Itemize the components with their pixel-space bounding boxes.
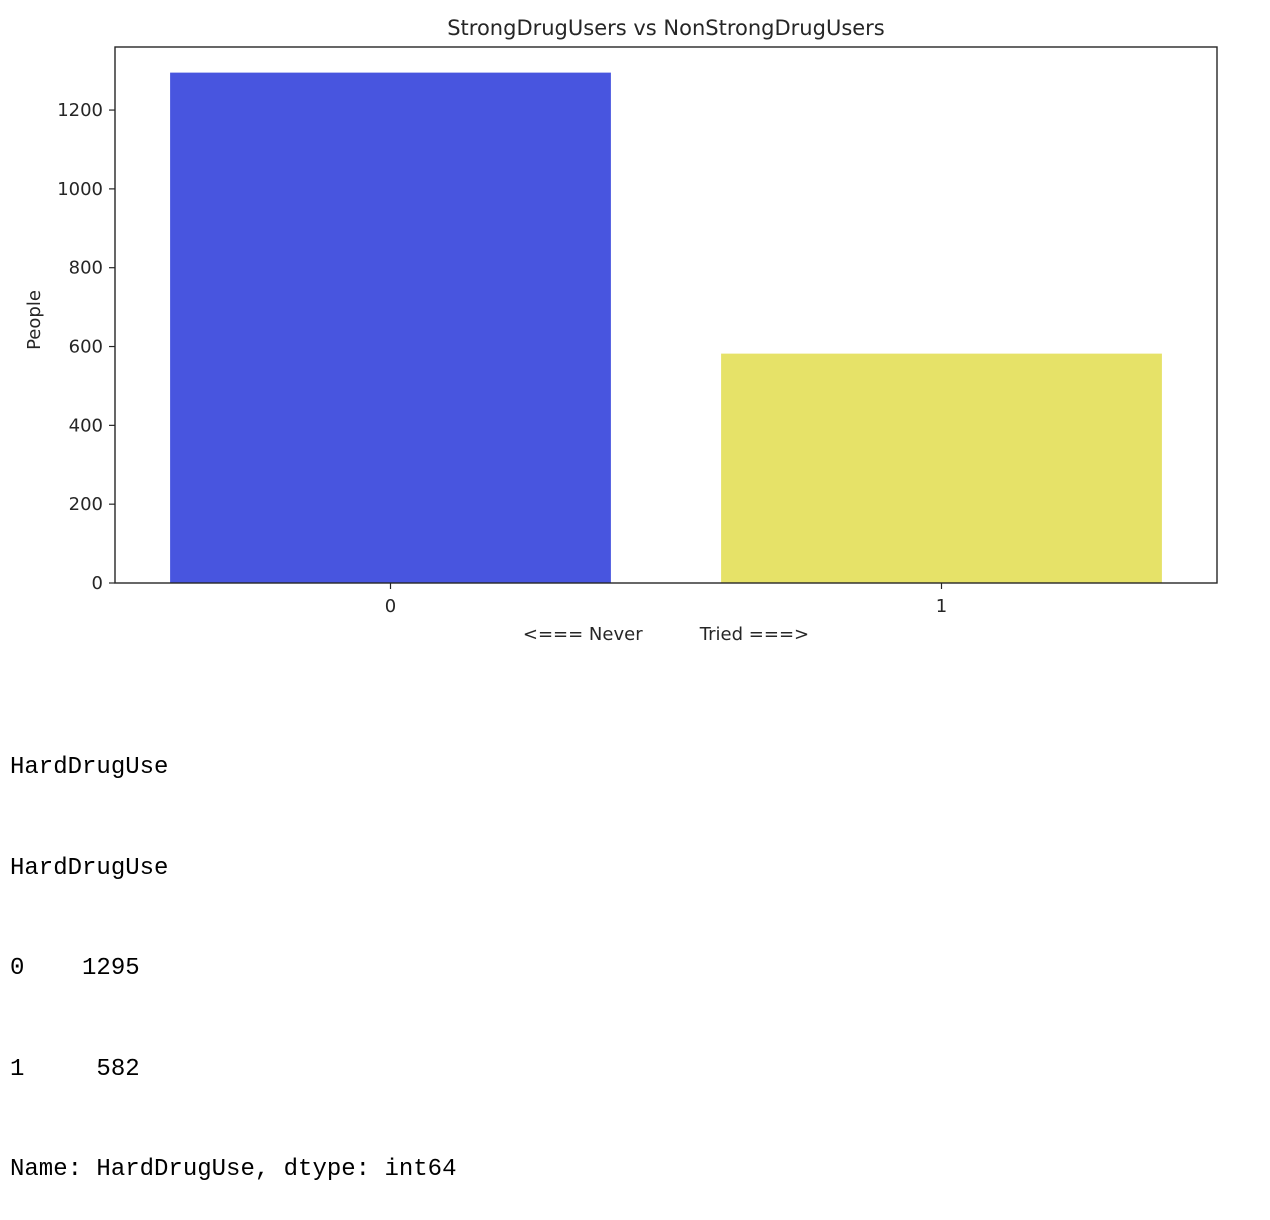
y-tick-label: 200 <box>69 494 103 515</box>
output-line: HardDrugUse <box>10 854 169 882</box>
y-tick-label: 1000 <box>57 179 103 200</box>
y-tick-label: 400 <box>69 415 103 436</box>
output-line: HardDrugUse <box>10 754 169 781</box>
output-line: 0 1295 <box>10 955 140 982</box>
x-tick-label: 0 <box>385 596 396 617</box>
y-axis: 0 200 400 600 800 1000 1200 <box>57 100 115 594</box>
y-tick-label: 600 <box>69 337 103 358</box>
output-line: Name: HardDrugUse, dtype: int64 <box>10 1156 457 1183</box>
chart-title: StrongDrugUsers vs NonStrongDrugUsers <box>447 16 885 40</box>
cell-output: HardDrugUse HardDrugUse 0 1295 1 582 Nam… <box>10 684 456 1220</box>
plot-frame <box>114 46 1218 584</box>
y-axis-label: People <box>24 290 45 350</box>
bar-chart: StrongDrugUsers vs NonStrongDrugUsers 0 2… <box>24 16 1218 645</box>
y-tick-label: 1200 <box>57 100 103 121</box>
output-line: 1 582 <box>10 1055 140 1083</box>
chart-svg: StrongDrugUsers vs NonStrongDrugUsers 0 2… <box>24 16 1218 645</box>
x-axis-label: <=== Never Tried ===> <box>523 624 809 645</box>
bar-0 <box>170 72 611 583</box>
bar-1 <box>721 353 1162 583</box>
y-tick-label: 0 <box>92 573 103 594</box>
y-tick-label: 800 <box>69 258 103 279</box>
bars-group <box>170 72 1162 583</box>
x-tick-label: 1 <box>936 596 947 617</box>
